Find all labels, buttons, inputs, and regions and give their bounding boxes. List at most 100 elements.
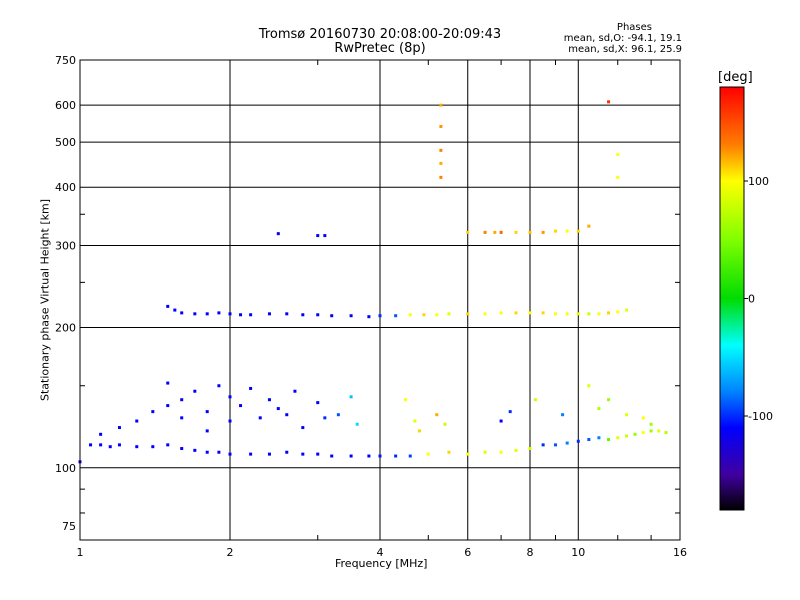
data-point <box>166 404 170 408</box>
data-point <box>607 311 611 315</box>
data-point <box>649 422 653 426</box>
data-points <box>78 100 668 464</box>
data-point <box>249 452 253 456</box>
data-point <box>528 447 532 451</box>
data-point <box>439 124 443 128</box>
data-point <box>323 416 327 420</box>
data-point <box>267 312 271 316</box>
colorbar-label: [deg] <box>718 70 753 85</box>
data-point <box>135 419 139 423</box>
data-point <box>316 401 320 405</box>
data-point <box>117 443 121 447</box>
data-point <box>616 153 620 157</box>
data-point <box>205 410 209 414</box>
data-point <box>597 407 601 411</box>
x-tick-label: 2 <box>227 546 234 559</box>
data-point <box>664 431 668 435</box>
data-point <box>276 232 280 236</box>
data-point <box>367 454 371 458</box>
data-point <box>408 454 412 458</box>
y-axis-label: Stationary phase Virtual Height [km] <box>38 198 52 402</box>
data-point <box>439 103 443 107</box>
data-point <box>576 312 580 316</box>
data-point <box>193 312 197 316</box>
data-point <box>413 419 417 423</box>
data-point <box>349 454 353 458</box>
data-point <box>553 312 557 316</box>
data-point <box>514 230 518 234</box>
data-point <box>587 438 591 442</box>
chart-subtitle: RwPretec (8p) <box>334 41 426 56</box>
data-point <box>499 230 503 234</box>
data-point <box>285 312 289 316</box>
data-point <box>330 454 334 458</box>
data-point <box>541 443 545 447</box>
data-point <box>316 313 320 317</box>
data-point <box>528 230 532 234</box>
data-point <box>228 395 232 399</box>
data-point <box>355 422 359 426</box>
data-point <box>285 450 289 454</box>
y-tick-label: 300 <box>55 239 76 252</box>
colorbar-tick-label: 100 <box>748 175 769 188</box>
data-point <box>483 312 487 316</box>
colorbar-gradient <box>719 86 745 511</box>
data-point <box>576 229 580 233</box>
data-point <box>349 314 353 318</box>
data-point <box>258 416 262 420</box>
data-point <box>508 410 512 414</box>
data-point <box>378 314 382 318</box>
stats-x-mode: mean, sd,X: 96.1, 25.9 <box>568 44 682 55</box>
y-tick-label: 100 <box>55 462 76 475</box>
data-point <box>217 384 221 388</box>
y-tick-label: 500 <box>55 136 76 149</box>
data-point <box>597 312 601 316</box>
data-point <box>193 448 197 452</box>
data-point <box>417 429 421 433</box>
data-point <box>649 429 653 433</box>
data-point <box>349 395 353 399</box>
data-point <box>533 398 537 402</box>
data-point <box>435 413 439 417</box>
data-point <box>301 313 305 317</box>
data-point <box>378 454 382 458</box>
data-point <box>117 426 121 430</box>
data-point <box>99 432 103 436</box>
data-point <box>499 419 503 423</box>
data-point <box>657 429 661 433</box>
data-point <box>205 450 209 454</box>
data-point <box>108 445 112 449</box>
data-point <box>514 311 518 315</box>
stats-heading: Phases <box>616 22 652 33</box>
colorbar-tick-label: -100 <box>748 410 773 423</box>
data-point <box>439 175 443 179</box>
stats-o-mode: mean, sd,O: -94.1, 19.1 <box>563 33 682 44</box>
data-point <box>447 450 451 454</box>
colorbar-tick-label: 0 <box>748 293 755 306</box>
data-point <box>316 452 320 456</box>
data-point <box>439 148 443 152</box>
data-point <box>483 230 487 234</box>
axis-ticks: 1 2 4 6 8 10 16 75 100 200 300 400 500 600 750 <box>55 54 687 559</box>
data-point <box>439 161 443 165</box>
data-point <box>180 447 184 451</box>
data-point <box>239 404 243 408</box>
data-point <box>607 398 611 402</box>
y-tick-label: 600 <box>55 99 76 112</box>
data-point <box>466 312 470 316</box>
data-point <box>561 413 565 417</box>
data-point <box>422 313 426 317</box>
data-point <box>276 407 280 411</box>
data-point <box>249 313 253 317</box>
data-point <box>228 452 232 456</box>
data-point <box>166 443 170 447</box>
data-point <box>151 445 155 449</box>
data-point <box>587 384 591 388</box>
data-point <box>587 224 591 228</box>
data-point <box>499 311 503 315</box>
data-point <box>249 386 253 390</box>
data-point <box>394 454 398 458</box>
x-tick-label: 1 <box>77 546 84 559</box>
data-point <box>587 312 591 316</box>
data-point <box>541 311 545 315</box>
